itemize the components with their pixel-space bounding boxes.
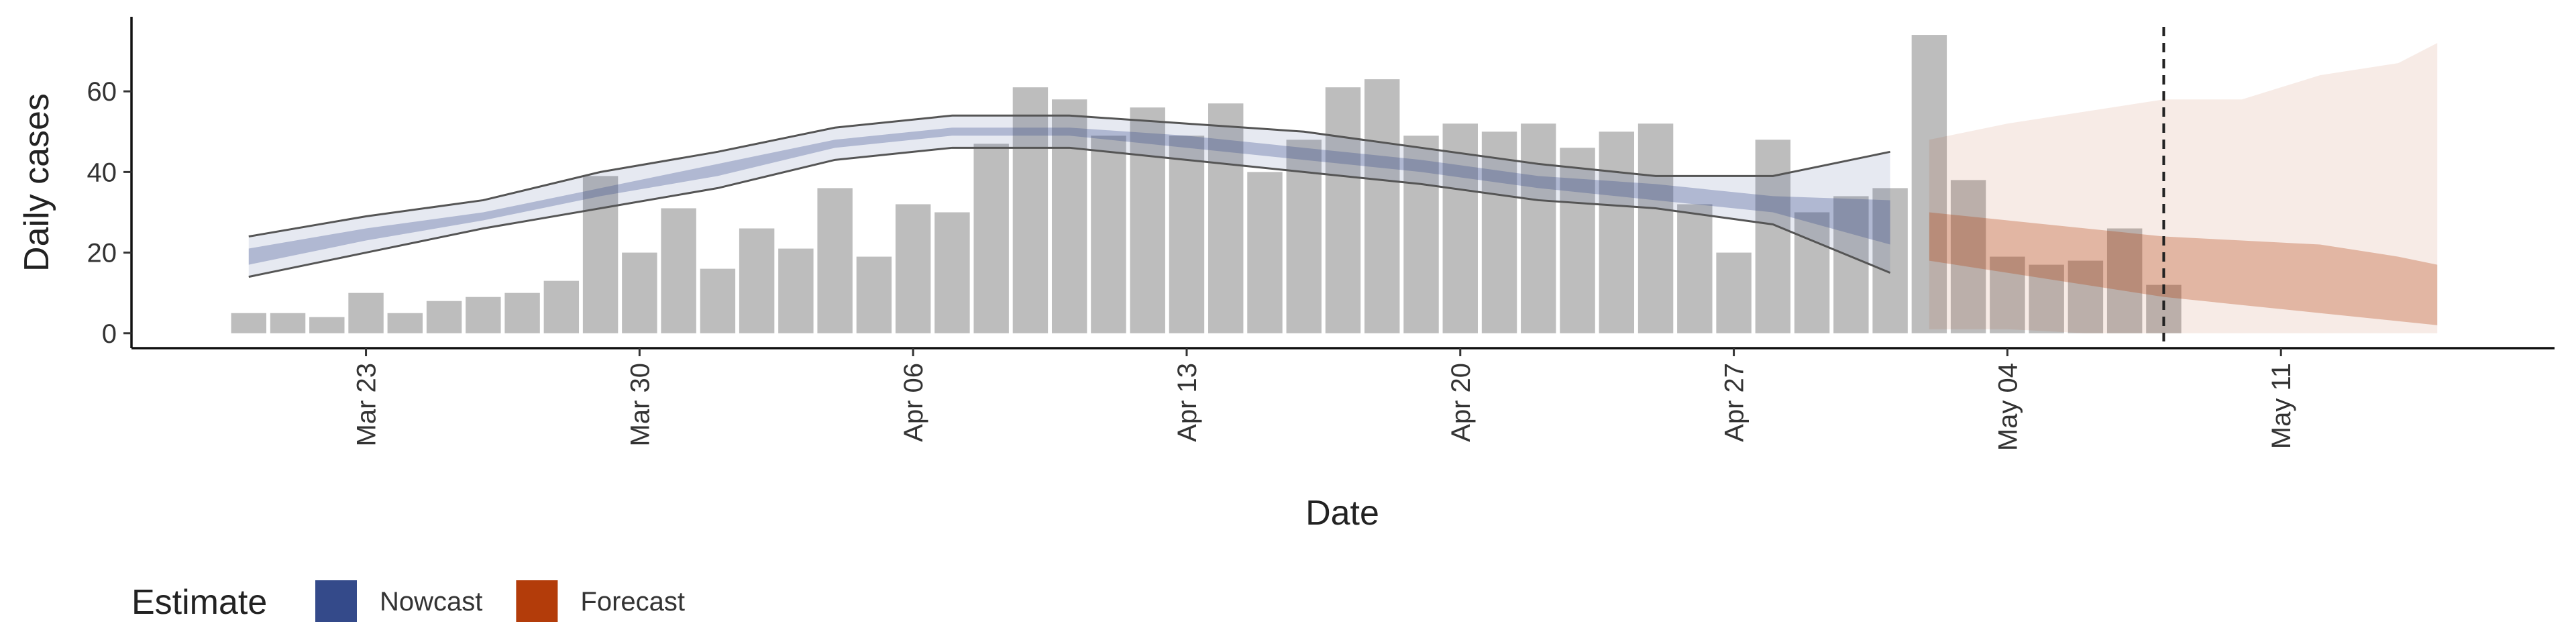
- bar: [1364, 79, 1400, 333]
- legend-label: Forecast: [580, 587, 685, 616]
- ribbon-50: [248, 127, 1890, 265]
- bar: [856, 256, 892, 333]
- ribbon-edge: [248, 146, 1891, 278]
- bar: [1794, 212, 1830, 333]
- legend-label: Nowcast: [380, 587, 482, 616]
- bar: [387, 313, 423, 333]
- bar: [973, 144, 1009, 333]
- x-tick-label: May 11: [2267, 363, 2296, 449]
- ribbon-90: [1929, 43, 2438, 333]
- bar: [466, 297, 501, 333]
- bar: [348, 292, 384, 333]
- bar: [1442, 123, 1478, 333]
- bar: [1325, 87, 1361, 333]
- bar: [1677, 204, 1713, 333]
- bar: [2029, 264, 2064, 333]
- legend-title: Estimate: [131, 583, 267, 622]
- bar: [622, 252, 657, 333]
- x-tick-label: Mar 30: [625, 363, 655, 447]
- bar: [1012, 87, 1049, 333]
- bar: [1521, 123, 1556, 333]
- bar: [309, 317, 345, 333]
- x-tick-label: May 04: [1993, 363, 2023, 451]
- bar: [1638, 123, 1674, 333]
- bar: [1950, 180, 1986, 333]
- bar: [739, 228, 775, 333]
- y-axis-title: Daily cases: [17, 93, 56, 272]
- bar: [504, 292, 540, 333]
- bar: [1051, 99, 1087, 333]
- bar: [1599, 131, 1635, 333]
- bar: [1990, 256, 2025, 333]
- bar: [1130, 107, 1165, 333]
- bar: [700, 268, 736, 333]
- bar: [1716, 252, 1752, 333]
- x-tick-label: Mar 23: [352, 363, 382, 447]
- bar: [1247, 172, 1283, 333]
- bar: [778, 248, 814, 333]
- bar: [1872, 188, 1908, 333]
- bar: [1481, 131, 1517, 333]
- bar: [661, 208, 696, 333]
- bar: [231, 313, 266, 333]
- bar: [1911, 35, 1947, 333]
- legend-key: [516, 580, 558, 622]
- bar: [582, 176, 619, 333]
- bar: [817, 188, 853, 333]
- bar: [1169, 136, 1205, 333]
- bar: [1403, 136, 1439, 333]
- ribbon-50: [1929, 212, 2438, 325]
- ribbon-edge: [248, 114, 1890, 238]
- x-tick-label: Apr 20: [1446, 363, 1476, 442]
- bar: [1755, 140, 1791, 333]
- bar: [1208, 103, 1244, 333]
- legend-key: [315, 580, 357, 622]
- bar: [1560, 148, 1595, 333]
- bar: [2068, 260, 2104, 333]
- bar: [270, 313, 306, 333]
- y-tick-label: 40: [87, 158, 117, 187]
- x-tick-label: Apr 13: [1173, 363, 1202, 442]
- y-tick-label: 0: [102, 319, 117, 349]
- bar: [543, 280, 580, 333]
- bar: [895, 204, 931, 333]
- bar: [426, 301, 462, 333]
- x-tick-label: Apr 27: [1720, 363, 1750, 442]
- x-tick-label: Apr 06: [899, 363, 928, 442]
- x-axis-title: Date: [1305, 494, 1379, 533]
- y-tick-label: 20: [87, 239, 117, 268]
- bar: [1833, 196, 1869, 333]
- bar: [1091, 136, 1126, 333]
- y-tick-label: 60: [87, 77, 117, 107]
- bar: [2106, 228, 2143, 333]
- bar: [934, 212, 970, 333]
